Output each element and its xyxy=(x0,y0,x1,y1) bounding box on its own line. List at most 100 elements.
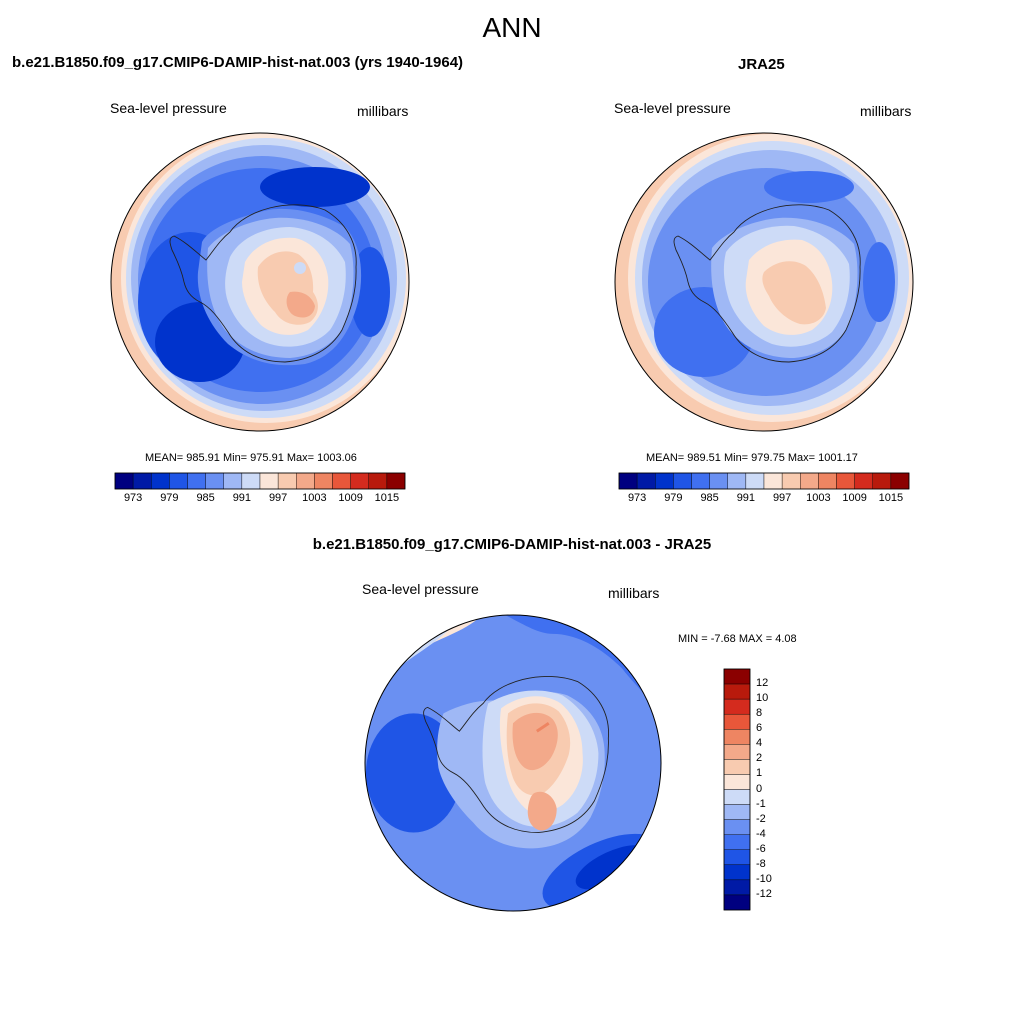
map-model-field-low-north xyxy=(260,167,370,207)
colorbar-obs-swatch xyxy=(673,472,692,490)
panel-diff-stats: MIN = -7.68 MAX = 4.08 xyxy=(678,633,797,645)
colorbar-model-border xyxy=(114,472,406,490)
colorbar-diff-tick-label: 4 xyxy=(756,737,763,750)
colorbar-obs-swatch xyxy=(655,472,674,490)
colorbar-obs-swatch xyxy=(836,472,855,490)
colorbar-diff-border xyxy=(723,668,751,911)
panel-model-right-label: millibars xyxy=(357,103,409,119)
map-diff-field-continent-high xyxy=(512,712,558,771)
colorbar-model-swatch xyxy=(296,472,315,490)
colorbar-obs-tick-label: 979 xyxy=(664,492,683,504)
colorbar-diff-tick-label: -6 xyxy=(756,842,766,855)
colorbar-model-tick-label: 979 xyxy=(160,492,179,504)
panel-obs-title: JRA25 xyxy=(738,56,785,73)
map-model-field-continent-high xyxy=(286,291,315,318)
colorbar-model-tick-label: 973 xyxy=(123,492,143,504)
colorbar-obs-swatch xyxy=(727,472,747,490)
panel-obs-left-label: Sea-level pressure xyxy=(614,100,731,116)
colorbar-model-tick-label: 997 xyxy=(268,492,288,504)
panel-diff-title: b.e21.B1850.f09_g17.CMIP6-DAMIP-hist-nat… xyxy=(312,536,712,553)
colorbar-model-tick-label: 1015 xyxy=(374,492,400,504)
colorbar-diff-swatch xyxy=(723,744,751,760)
colorbar-obs-swatches xyxy=(618,472,910,490)
colorbar-diff-tick-label: -12 xyxy=(756,887,772,900)
panel-model-stats: MEAN= 985.91 Min= 975.91 Max= 1003.06 xyxy=(145,452,357,464)
map-model-border xyxy=(110,132,410,432)
colorbar-diff-swatch xyxy=(723,668,751,685)
colorbar-diff-swatch xyxy=(723,879,751,896)
map-diff-field-peak xyxy=(536,722,550,733)
colorbar-obs-swatch xyxy=(781,472,801,490)
colorbar-obs-swatch xyxy=(818,472,837,490)
map-obs-field-low-north xyxy=(764,171,854,203)
colorbar-obs-swatch xyxy=(800,472,819,490)
colorbar-diff-tick-label: -8 xyxy=(756,857,766,870)
colorbar-diff-tick-label: -1 xyxy=(756,797,766,810)
map-model-field-dome xyxy=(294,262,306,274)
colorbar-model-swatch xyxy=(169,472,188,490)
colorbar-diff-swatch xyxy=(723,804,751,820)
map-obs-coastline xyxy=(673,204,861,363)
map-obs xyxy=(614,132,914,432)
colorbar-model-swatch xyxy=(386,472,406,490)
map-obs-field-low-east xyxy=(863,242,895,322)
panel-diff-right-label: millibars xyxy=(608,585,660,601)
map-model xyxy=(110,132,410,432)
colorbar-model-swatch xyxy=(332,472,351,490)
colorbar-obs-swatch xyxy=(691,472,710,490)
colorbar-diff-swatches xyxy=(723,668,751,911)
colorbar-obs-border xyxy=(618,472,910,490)
colorbar-obs-tick-label: 973 xyxy=(627,492,647,504)
panel-model-left-label: Sea-level pressure xyxy=(110,100,227,116)
colorbar-diff-swatch xyxy=(723,774,751,790)
colorbar-model-swatches xyxy=(114,472,406,490)
map-diff-field-continent-high-south xyxy=(527,791,557,831)
colorbar-diff xyxy=(723,668,751,911)
colorbar-diff-tick-label: 1 xyxy=(756,767,763,780)
colorbar-model-swatch xyxy=(368,472,388,490)
colorbar-obs-tick-label: 985 xyxy=(700,492,719,504)
colorbar-model-swatch xyxy=(132,472,152,490)
colorbar-diff-tick-label: -2 xyxy=(756,812,766,825)
colorbar-diff-swatch xyxy=(723,864,751,881)
colorbar-obs-swatch xyxy=(890,472,910,490)
colorbar-model-tick-label: 991 xyxy=(232,492,252,504)
colorbar-model-tick-label: 1003 xyxy=(302,492,327,504)
colorbar-diff-tick-label: -4 xyxy=(756,827,766,840)
colorbar-diff-tick-label: 0 xyxy=(756,782,763,795)
colorbar-obs-tick-label: 997 xyxy=(772,492,792,504)
panel-model-title: b.e21.B1850.f09_g17.CMIP6-DAMIP-hist-nat… xyxy=(12,54,464,71)
colorbar-obs-swatch xyxy=(854,472,873,490)
map-obs-field-continent-d xyxy=(762,261,826,325)
panel-diff-left-label: Sea-level pressure xyxy=(362,581,479,597)
panel-obs-stats: MEAN= 989.51 Min= 979.75 Max= 1001.17 xyxy=(646,452,858,464)
colorbar-diff-swatch xyxy=(723,834,751,850)
colorbar-model-tick-label: 1009 xyxy=(338,492,363,504)
colorbar-diff-swatch xyxy=(723,894,751,911)
colorbar-diff-swatch xyxy=(723,759,751,775)
colorbar-diff-swatch xyxy=(723,729,751,745)
colorbar-diff-tick-label: 12 xyxy=(756,677,769,690)
colorbar-obs-tick-label: 1015 xyxy=(878,492,904,504)
colorbar-obs-swatch xyxy=(618,472,638,490)
colorbar-diff-tick-label: 10 xyxy=(756,692,769,705)
colorbar-obs-tick-label: 991 xyxy=(736,492,756,504)
map-diff-coastline xyxy=(423,675,609,833)
map-diff xyxy=(364,614,662,912)
colorbar-model-swatch xyxy=(277,472,297,490)
colorbar-diff-tick-label: 2 xyxy=(756,752,763,765)
colorbar-diff-tick-label: -10 xyxy=(756,872,772,885)
colorbar-model-swatch xyxy=(259,472,279,490)
colorbar-model-swatch xyxy=(241,472,261,490)
map-diff-border xyxy=(364,614,662,912)
colorbar-obs-tick-label: 1003 xyxy=(806,492,831,504)
figure-title: ANN xyxy=(482,12,542,43)
colorbar-diff-swatch xyxy=(723,698,751,715)
colorbar-obs-swatch xyxy=(745,472,765,490)
map-obs-border xyxy=(614,132,914,432)
map-model-coastline xyxy=(169,204,357,363)
panel-obs-right-label: millibars xyxy=(860,103,912,119)
colorbar-model-swatch xyxy=(223,472,243,490)
colorbar-diff-swatch xyxy=(723,819,751,835)
colorbar-diff-tick-label: 6 xyxy=(756,722,763,735)
